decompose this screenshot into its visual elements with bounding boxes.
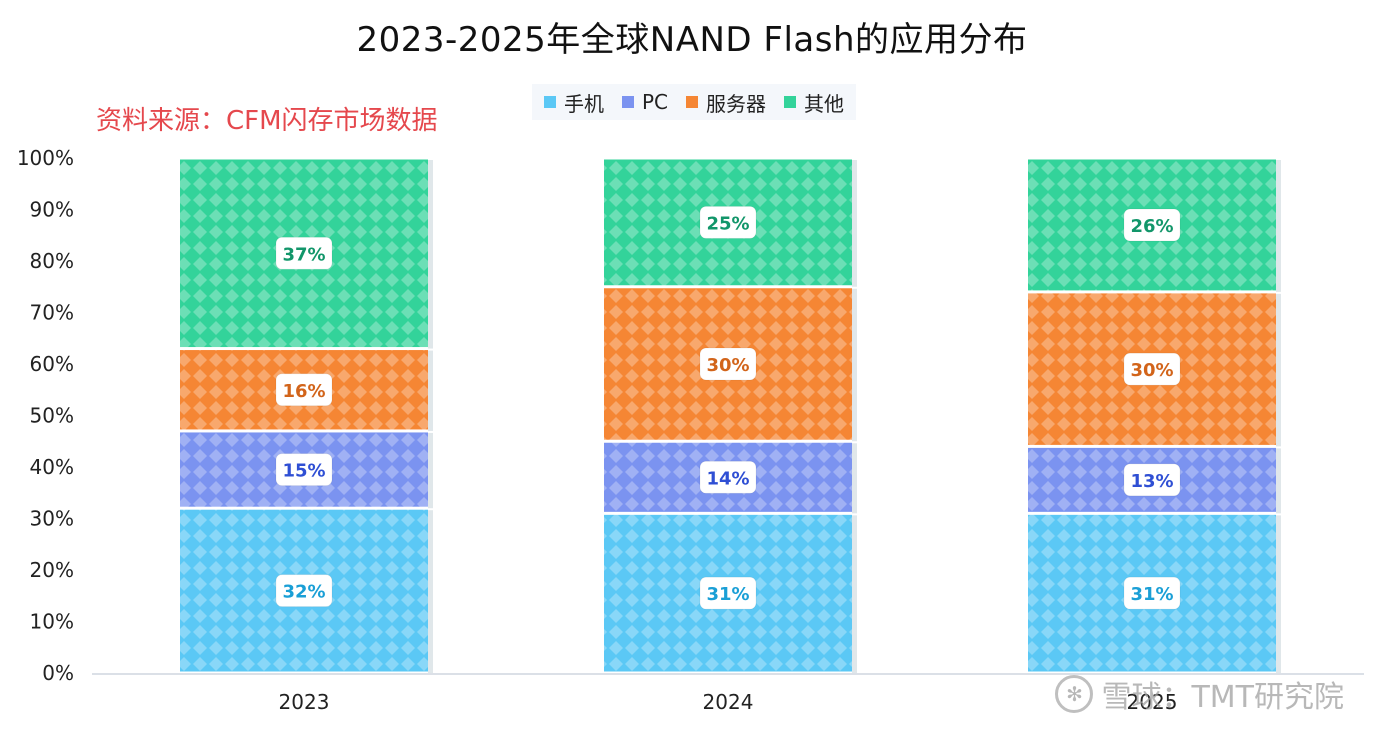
y-tick-label: 30% [30, 507, 74, 531]
x-axis: 2023 2024 2025 [92, 673, 1364, 714]
legend-label: 其他 [804, 91, 845, 116]
legend-item-mobile[interactable]: 手机 [544, 88, 604, 117]
data-label: 25% [706, 213, 749, 234]
data-label-box [1123, 208, 1181, 242]
data-label: 14% [706, 468, 749, 489]
legend: 手机 PC 服务器 其他 [532, 84, 857, 120]
y-tick-label: 100% [17, 146, 74, 170]
legend-swatch [544, 96, 556, 108]
bar-shadow [428, 350, 433, 431]
legend-label: 服务器 [706, 91, 767, 116]
bar-shadow [428, 432, 433, 509]
bar-shadow [852, 443, 857, 514]
bar-stack-2025: 31% 13% 30% 26% [1028, 159, 1281, 673]
y-tick-label: 90% [30, 198, 74, 222]
bar-shadow [1276, 515, 1281, 673]
data-label-box [275, 574, 333, 608]
data-label-box [1123, 576, 1181, 610]
legend-item-other[interactable]: 其他 [784, 88, 844, 117]
data-label-box [275, 236, 333, 270]
data-label: 16% [282, 381, 325, 402]
legend-item-server[interactable]: 服务器 [686, 88, 766, 117]
data-label-box [699, 460, 757, 494]
data-label: 32% [282, 582, 325, 603]
data-label-box [275, 453, 333, 487]
y-tick-label: 20% [30, 558, 74, 582]
bar-shadow [852, 160, 857, 287]
bar-shadow [852, 288, 857, 442]
data-label: 30% [1130, 360, 1173, 381]
y-tick-label: 10% [30, 610, 74, 634]
data-label: 13% [1130, 471, 1173, 492]
data-label-box [1123, 352, 1181, 386]
x-tick-label: 2023 [279, 690, 330, 714]
y-tick-label: 60% [30, 352, 74, 376]
bar-shadow [1276, 448, 1281, 514]
bar-stack-2023: 32% 15% 16% 37% [180, 159, 433, 673]
legend-swatch [622, 96, 634, 108]
data-label: 37% [282, 244, 325, 265]
y-axis: 0% 10% 20% 30% 40% 50% 60% 70% 80% 90% 100% [17, 146, 74, 685]
legend-label: PC [642, 90, 669, 114]
data-label: 31% [706, 584, 749, 605]
snowball-logo-icon: ✻ [1055, 675, 1094, 713]
bar-shadow [852, 515, 857, 673]
legend-label: 手机 [564, 91, 604, 116]
bars: 32% 15% 16% 37% 31% 14% 30% 25% 31% 13% 30% 26% [180, 159, 1281, 673]
y-tick-label: 70% [30, 301, 74, 325]
watermark: ✻ 雪球：TMT研究院 [1055, 672, 1344, 716]
y-tick-label: 40% [30, 455, 74, 479]
data-label-box [699, 576, 757, 610]
bar-shadow [428, 160, 433, 349]
legend-swatch [686, 96, 699, 108]
data-label-box [699, 205, 757, 239]
bar-stack-2024: 31% 14% 30% 25% [604, 159, 857, 673]
data-label-box [275, 373, 333, 407]
data-label: 31% [1130, 584, 1173, 605]
bar-shadow [428, 510, 433, 673]
y-tick-label: 80% [30, 249, 74, 273]
y-tick-label: 0% [42, 661, 74, 685]
x-tick-label: 2024 [703, 690, 754, 714]
chart-title: 2023-2025年全球NAND Flash的应用分布 [356, 20, 1028, 60]
y-tick-label: 50% [30, 404, 74, 428]
legend-swatch [784, 96, 797, 108]
bar-shadow [1276, 160, 1281, 292]
x-tick-label: 2025 [1127, 690, 1178, 714]
data-label: 30% [706, 355, 749, 376]
legend-item-pc[interactable]: PC [622, 90, 668, 114]
data-label-box [699, 347, 757, 381]
data-label: 26% [1130, 216, 1173, 237]
data-label-box [1123, 463, 1181, 497]
bar-shadow [1276, 293, 1281, 447]
source-note: 资料来源：CFM闪存市场数据 [96, 106, 438, 136]
watermark-text: 雪球：TMT研究院 [1101, 680, 1344, 715]
data-label: 15% [282, 461, 325, 482]
